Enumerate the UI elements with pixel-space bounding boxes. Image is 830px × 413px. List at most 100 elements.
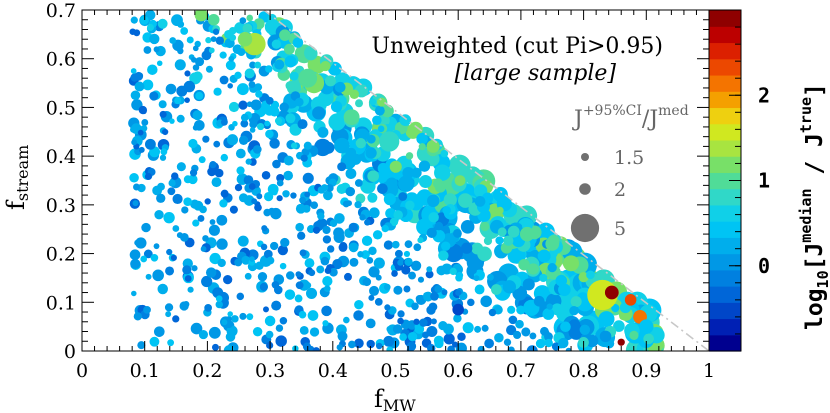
colorbar-segment (709, 139, 741, 157)
data-point (241, 255, 251, 265)
data-point (393, 210, 403, 220)
data-point (271, 39, 282, 49)
data-point (366, 339, 375, 349)
data-point (149, 91, 159, 101)
size-legend-label: 5 (614, 218, 626, 240)
data-point (533, 295, 545, 307)
data-point (367, 192, 378, 203)
data-point (399, 333, 407, 341)
data-point (391, 240, 400, 249)
data-point (231, 315, 239, 323)
data-point (537, 249, 551, 263)
data-point (338, 332, 347, 342)
data-point (257, 272, 268, 282)
data-point (316, 265, 325, 274)
data-point (434, 164, 451, 181)
data-point (334, 137, 350, 154)
colorbar-segment (709, 269, 741, 287)
data-point (174, 59, 186, 71)
data-point (426, 266, 433, 273)
data-point (398, 175, 415, 192)
data-point (306, 287, 318, 299)
data-point (164, 303, 174, 312)
data-point (270, 241, 279, 251)
data-point (384, 304, 391, 311)
data-point (200, 246, 207, 252)
colorbar-segment (709, 334, 741, 352)
data-point (418, 174, 433, 189)
data-point (361, 250, 370, 259)
data-point (272, 159, 281, 169)
data-point (285, 113, 296, 124)
data-point (421, 218, 433, 230)
data-point (322, 235, 332, 244)
data-point (369, 285, 380, 296)
data-point (410, 260, 422, 271)
data-point (375, 274, 382, 281)
data-point (257, 122, 265, 131)
data-point (404, 257, 413, 266)
data-point (354, 338, 364, 349)
data-point (130, 16, 138, 24)
data-point (219, 75, 229, 85)
data-point (220, 153, 229, 162)
data-point (192, 64, 200, 71)
data-point (271, 300, 282, 311)
data-point (227, 83, 233, 89)
data-point (405, 152, 414, 160)
data-point (303, 141, 312, 150)
data-point (317, 126, 329, 138)
size-legend-marker (579, 183, 591, 195)
data-point (302, 204, 311, 213)
highlighted-data-point (343, 109, 360, 126)
data-point (237, 235, 249, 247)
highlighted-data-point (617, 338, 625, 346)
data-point (235, 148, 246, 159)
data-point (240, 119, 249, 128)
data-point (192, 124, 199, 131)
data-point (284, 289, 296, 300)
data-point (377, 125, 385, 133)
data-point (295, 222, 304, 232)
data-point (227, 311, 233, 317)
data-point (307, 310, 319, 321)
x-axis-ticks: 0 0.1 0.2 0.3 0.4 0.5 0.6 0.7 0.8 0.9 1 (76, 10, 715, 382)
data-point (165, 311, 172, 318)
data-point (132, 200, 139, 207)
data-point (251, 198, 258, 205)
colorbar-segment (709, 172, 741, 190)
data-point (254, 101, 262, 108)
data-point (275, 335, 287, 347)
data-point (228, 26, 237, 35)
data-point (276, 179, 284, 187)
x-tick-label: 0.9 (631, 360, 661, 382)
data-point (140, 124, 148, 132)
data-point (216, 238, 228, 250)
data-point (134, 239, 141, 246)
data-point (205, 267, 217, 278)
data-point (411, 167, 422, 179)
annotation-title: Unweighted (cut Pi>0.95) (371, 34, 663, 59)
colorbar-segment (709, 286, 741, 303)
data-point (308, 269, 316, 277)
colorbar-segment (709, 58, 741, 76)
size-legend-title: J+95%CI/Jmed (572, 103, 689, 132)
data-point (214, 168, 224, 178)
data-point (190, 57, 197, 63)
data-point (190, 322, 203, 335)
data-point (274, 59, 285, 70)
data-point (172, 315, 180, 323)
data-point (401, 265, 411, 275)
data-point (234, 22, 246, 34)
data-point (455, 289, 462, 296)
x-tick-label: 0.6 (443, 360, 473, 382)
data-point (181, 206, 189, 214)
data-point (141, 108, 147, 115)
y-tick-label: 0.2 (46, 244, 76, 266)
data-point (225, 332, 236, 342)
data-point (304, 46, 317, 59)
data-point (349, 89, 360, 99)
x-tick-label: 0.3 (255, 360, 285, 382)
data-point (348, 242, 359, 253)
data-point (343, 272, 352, 281)
